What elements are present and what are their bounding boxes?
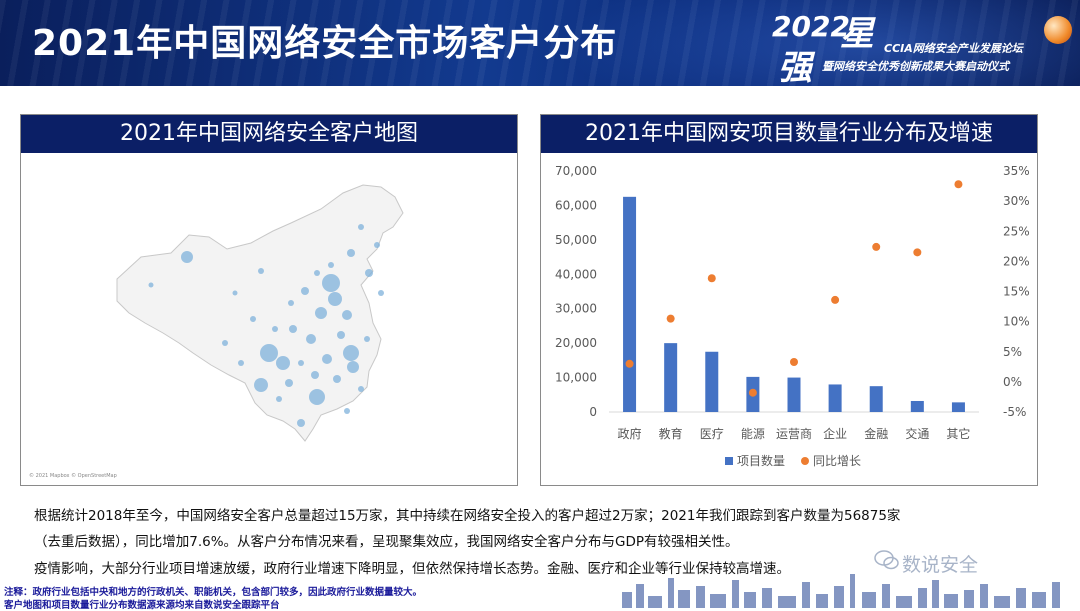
right-axis-tick: 0% — [1003, 375, 1022, 389]
category-label: 运营商 — [776, 426, 812, 441]
footnote-1: 注释：政府行业包括中央和地方的行政机关、职能机关，包含部门较多，因此政府行业数据… — [4, 587, 423, 598]
summary-line-1: 根据统计2018年至今，中国网络安全客户总量超过15万家，其中持续在网络安全投入… — [34, 508, 901, 524]
category-label: 医疗 — [700, 427, 724, 441]
header-banner: 2021年中国网络安全市场客户分布 2022 星 强 CCIA网络安全产业发展论… — [0, 0, 1080, 86]
map-credit: © 2021 Mapbox © OpenStreetMap — [29, 472, 117, 479]
logo-forum-name: CCIA网络安全产业发展论坛 — [884, 42, 1023, 55]
left-axis-tick: 30,000 — [555, 302, 597, 316]
map-panel: 2021年中国网络安全客户地图 — [20, 114, 518, 486]
watermark-text: 数说安全 — [902, 554, 979, 576]
summary-line-2: （去重后数据），同比增加7.6%。从客户分布情况来看，呈现聚集效应，我国网络安全… — [34, 534, 739, 550]
skyline-decoration — [622, 574, 1060, 608]
category-label: 教育 — [659, 426, 683, 441]
china-outline — [116, 184, 404, 442]
chat-bubble-icon — [874, 550, 899, 570]
left-axis-tick: 60,000 — [555, 198, 597, 212]
growth-point — [790, 357, 798, 366]
growth-point — [831, 295, 840, 304]
bar — [787, 377, 801, 412]
legend-dot-label: 同比增长 — [813, 454, 861, 468]
growth-point — [625, 359, 634, 368]
left-axis-tick: 20,000 — [555, 336, 597, 350]
category-label: 交通 — [905, 426, 929, 441]
china-map: © 2021 Mapbox © OpenStreetMap — [29, 184, 404, 479]
bar — [828, 384, 842, 412]
bar — [664, 343, 678, 412]
summary-line-3: 疫情影响，大部分行业项目增速放缓，政府行业增速下降明显，但依然保持增长态势。金融… — [34, 561, 790, 577]
growth-point — [748, 388, 757, 397]
category-label: 企业 — [823, 426, 847, 441]
bar — [869, 386, 883, 412]
category-label: 能源 — [741, 427, 765, 441]
right-axis-tick: 25% — [1003, 224, 1030, 238]
bar-chart: 70,000 60,000 50,000 40,000 30,000 20,000 10,0… — [555, 164, 1030, 468]
right-axis-tick: 35% — [1003, 164, 1030, 178]
growth-point — [666, 314, 675, 323]
page-title: 2021年中国网络安全市场客户分布 — [32, 23, 618, 64]
category-label: 其它 — [946, 426, 970, 441]
right-axis-tick: -5% — [1003, 405, 1026, 419]
growth-point — [872, 242, 881, 251]
logo-year: 2022 — [772, 10, 850, 43]
logo-strong: 强 — [778, 48, 812, 86]
bar — [705, 351, 719, 412]
legend-bar-label: 项目数量 — [737, 453, 785, 468]
growth-point — [954, 180, 963, 189]
right-axis-tick: 15% — [1003, 285, 1030, 299]
legend-dot-swatch — [801, 457, 809, 465]
legend-bar-swatch — [725, 457, 733, 465]
right-axis-tick: 10% — [1003, 315, 1030, 329]
customer-dots — [148, 224, 384, 427]
growth-point — [913, 248, 922, 257]
left-axis-tick: 40,000 — [555, 267, 597, 281]
category-label: 政府 — [618, 426, 642, 441]
right-axis-tick: 20% — [1003, 254, 1030, 268]
logo-event-name: 暨网络安全优秀创新成果大赛启动仪式 — [822, 60, 1009, 73]
right-axis-tick: 5% — [1003, 345, 1022, 359]
map-panel-title: 2021年中国网络安全客户地图 — [21, 115, 517, 153]
left-axis-tick: 70,000 — [555, 164, 597, 178]
footnote-2: 客户地图和项目数量行业分布数据源来源均来自数说安全跟踪平台 — [4, 600, 280, 611]
header-stripes — [0, 0, 1080, 86]
growth-point — [707, 274, 716, 283]
orb-icon — [1044, 16, 1072, 44]
chart-panel-title: 2021年中国网安项目数量行业分布及增速 — [541, 115, 1037, 153]
bar — [623, 196, 637, 412]
right-axis-tick: 30% — [1003, 194, 1030, 208]
chart-panel: 2021年中国网安项目数量行业分布及增速 70,000 60,000 50,000 4… — [540, 114, 1038, 486]
logo-star: 星 — [840, 14, 874, 54]
left-axis-tick: 10,000 — [555, 371, 597, 385]
bar — [910, 400, 924, 412]
left-axis-tick: 50,000 — [555, 233, 597, 247]
bar — [951, 402, 965, 412]
category-label: 金融 — [864, 426, 888, 441]
header-glow — [560, 0, 1080, 86]
left-axis-tick: 0 — [589, 405, 597, 419]
